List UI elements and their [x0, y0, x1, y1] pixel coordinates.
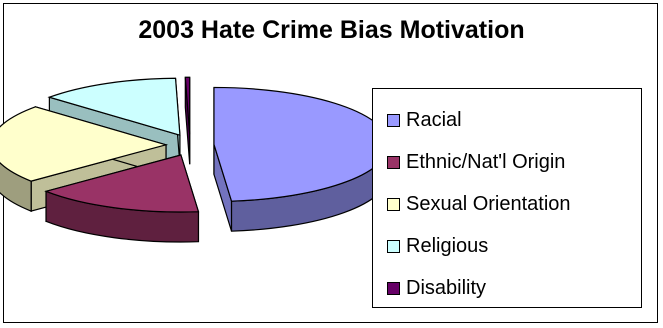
legend-label-sexual-orientation: Sexual Orientation	[406, 192, 571, 215]
legend-label-disability: Disability	[406, 276, 487, 299]
legend-swatch-disability	[387, 281, 400, 295]
legend-item-religious: Religious	[387, 231, 488, 261]
legend-swatch-sexual-orientation	[387, 197, 400, 211]
legend-label-ethnic: Ethnic/Nat'l Origin	[406, 150, 566, 173]
legend-item-sexual-orientation: Sexual Orientation	[387, 189, 571, 219]
chart-legend: Racial Ethnic/Nat'l Origin Sexual Orient…	[372, 88, 642, 308]
pie-slice-4	[184, 76, 191, 135]
legend-item-racial: Racial	[387, 105, 462, 135]
pie-slice-1	[44, 154, 200, 213]
legend-swatch-racial	[387, 113, 400, 127]
legend-item-disability: Disability	[387, 273, 486, 303]
pie-slice-3	[47, 77, 181, 137]
legend-label-racial: Racial	[406, 108, 462, 131]
pie-slice-2	[0, 106, 169, 182]
legend-swatch-religious	[387, 239, 400, 253]
legend-item-ethnic: Ethnic/Nat'l Origin	[387, 147, 565, 177]
chart-title: 2003 Hate Crime Bias Motivation	[138, 16, 525, 44]
legend-label-religious: Religious	[406, 234, 489, 257]
legend-swatch-ethnic	[387, 155, 400, 169]
